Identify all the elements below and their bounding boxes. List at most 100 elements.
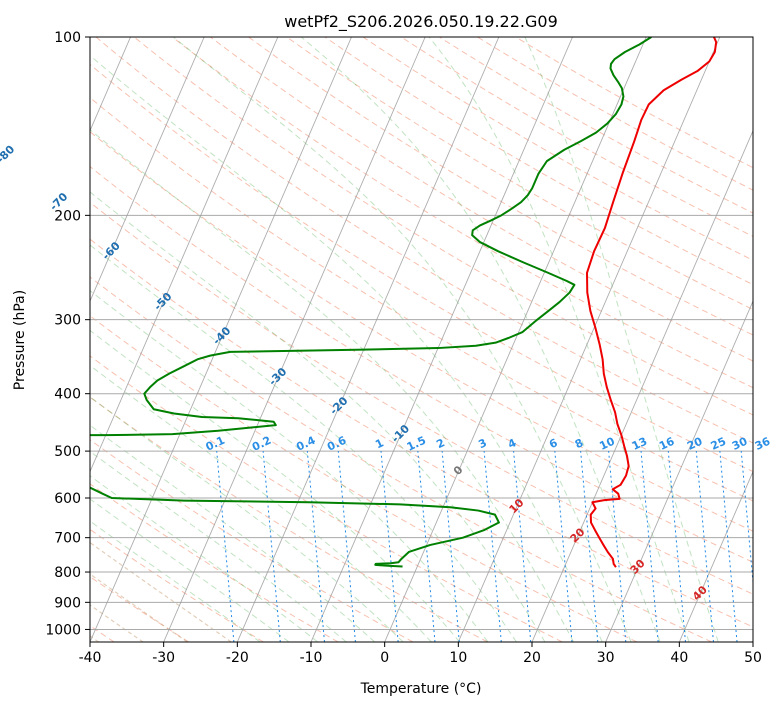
dry-adiabat xyxy=(439,37,753,214)
dry-adiabat xyxy=(90,315,638,642)
dry-adiabat xyxy=(90,276,712,642)
x-tick-label: 0 xyxy=(380,650,389,666)
y-tick-label: 700 xyxy=(54,531,81,547)
moist-adiabat xyxy=(428,37,690,642)
y-tick-label: 900 xyxy=(54,595,81,611)
dry-adiabat xyxy=(286,37,753,311)
dry-adiabat xyxy=(362,37,753,261)
isotherm-label: -20 xyxy=(327,394,350,417)
x-tick-label: -10 xyxy=(300,650,323,666)
mixing-ratio-label: 36 xyxy=(753,435,773,453)
dry-adiabat xyxy=(90,396,488,642)
dry-adiabat xyxy=(90,238,753,628)
moist-adiabat xyxy=(300,37,661,642)
isotherm xyxy=(0,37,57,642)
dry-adiabat xyxy=(400,37,753,237)
isotherm xyxy=(90,37,279,473)
mixing-ratio-line xyxy=(764,451,775,642)
mixing-ratio-line xyxy=(216,451,235,642)
moist-adiabat xyxy=(90,424,376,642)
dewpoint-line xyxy=(90,37,652,568)
dry-adiabat xyxy=(90,355,563,642)
isotherm-label: -30 xyxy=(266,365,289,388)
moist-adiabat xyxy=(90,244,517,642)
mixing-ratio-line xyxy=(554,451,573,642)
isotherm-label: -60 xyxy=(100,239,123,262)
mixing-ratio-line xyxy=(441,451,460,642)
x-tick-label: 50 xyxy=(744,650,762,666)
y-axis-label: Pressure (hPa) xyxy=(12,290,28,390)
isotherm xyxy=(531,129,753,642)
dry-adiabat xyxy=(90,201,753,595)
dry-adiabat xyxy=(90,97,753,502)
isotherm-label: 0 xyxy=(451,463,466,478)
axes: -40 -30 -20 -10 0 10 20 30 40 50 100 200 300 400 500 6 0… xyxy=(45,30,762,666)
y-tick-label: 500 xyxy=(54,444,81,460)
dry-adiabat xyxy=(90,131,753,532)
y-tick-label: 400 xyxy=(54,387,81,403)
dry-adiabat xyxy=(90,165,753,563)
chart-title: wetPf2_S206.2026.050.19.22.G09 xyxy=(284,12,558,32)
moist-adiabat xyxy=(90,520,261,642)
dry-adiabat xyxy=(477,37,753,191)
isotherm xyxy=(163,37,426,642)
mixing-ratio-label: 6 xyxy=(547,436,560,451)
isotherm-label: -40 xyxy=(210,324,233,347)
isotherm-label: 40 xyxy=(690,583,710,603)
background-lines xyxy=(0,37,775,642)
moist-adiabat xyxy=(90,364,432,642)
dry-adiabat xyxy=(90,439,414,642)
isotherm xyxy=(236,37,500,642)
moist-adiabat xyxy=(524,37,719,642)
x-tick-label: 10 xyxy=(449,650,467,666)
dry-adiabat xyxy=(515,37,753,169)
y-tick-label: 200 xyxy=(54,208,81,224)
isotherm xyxy=(384,37,647,642)
dry-adiabat xyxy=(95,37,753,444)
y-tick-label: 800 xyxy=(54,565,81,581)
dry-adiabat xyxy=(90,576,190,642)
mixing-ratio-label: 25 xyxy=(709,435,728,453)
x-tick-label: 20 xyxy=(523,650,541,666)
line-labels: 0.10.20.40.611.52346810131620253036-100-… xyxy=(0,142,773,603)
x-axis-label: Temperature (°C) xyxy=(360,681,482,697)
mixing-ratio-line xyxy=(667,451,686,642)
isotherm xyxy=(752,640,753,642)
moist-adiabat xyxy=(90,329,461,642)
isotherm-label: -50 xyxy=(151,290,174,313)
moist-adiabat xyxy=(173,37,632,642)
x-tick-label: 40 xyxy=(670,650,688,666)
mixing-ratio-label: 20 xyxy=(685,435,705,453)
plot-frame xyxy=(89,36,754,643)
isotherm-label: 20 xyxy=(568,525,588,545)
mixing-ratio-label: 1 xyxy=(373,436,385,451)
isotherm xyxy=(678,470,753,642)
moist-adiabat xyxy=(90,573,188,642)
mixing-ratio-label: 3 xyxy=(476,436,488,451)
x-tick-label: -20 xyxy=(226,650,249,666)
mixing-ratio-line xyxy=(337,451,356,642)
x-tick-label: 30 xyxy=(597,650,615,666)
dry-adiabat xyxy=(90,483,339,642)
dry-adiabat xyxy=(248,37,753,336)
x-tick-label: -30 xyxy=(152,650,175,666)
isotherm xyxy=(457,37,721,642)
isotherm-label: -80 xyxy=(0,142,17,165)
isotherm-label: 30 xyxy=(628,557,648,577)
mixing-ratio-label: 30 xyxy=(730,435,750,453)
series-layer xyxy=(90,37,718,568)
dry-adiabat xyxy=(324,37,753,286)
y-tick-label: 100 xyxy=(54,30,81,46)
moist-adiabat xyxy=(90,498,290,642)
moist-adiabat xyxy=(90,475,319,642)
moist-adiabat xyxy=(90,396,404,642)
isotherm xyxy=(90,37,352,642)
mixing-ratio-line xyxy=(483,451,502,642)
moist-adiabat xyxy=(90,290,489,642)
isotherm xyxy=(90,37,205,303)
mixing-ratio-line xyxy=(695,451,714,642)
mixing-ratio-label: 16 xyxy=(657,435,677,453)
y-tick-label: 300 xyxy=(54,313,81,329)
y-tick-label: 1000 xyxy=(45,622,81,638)
